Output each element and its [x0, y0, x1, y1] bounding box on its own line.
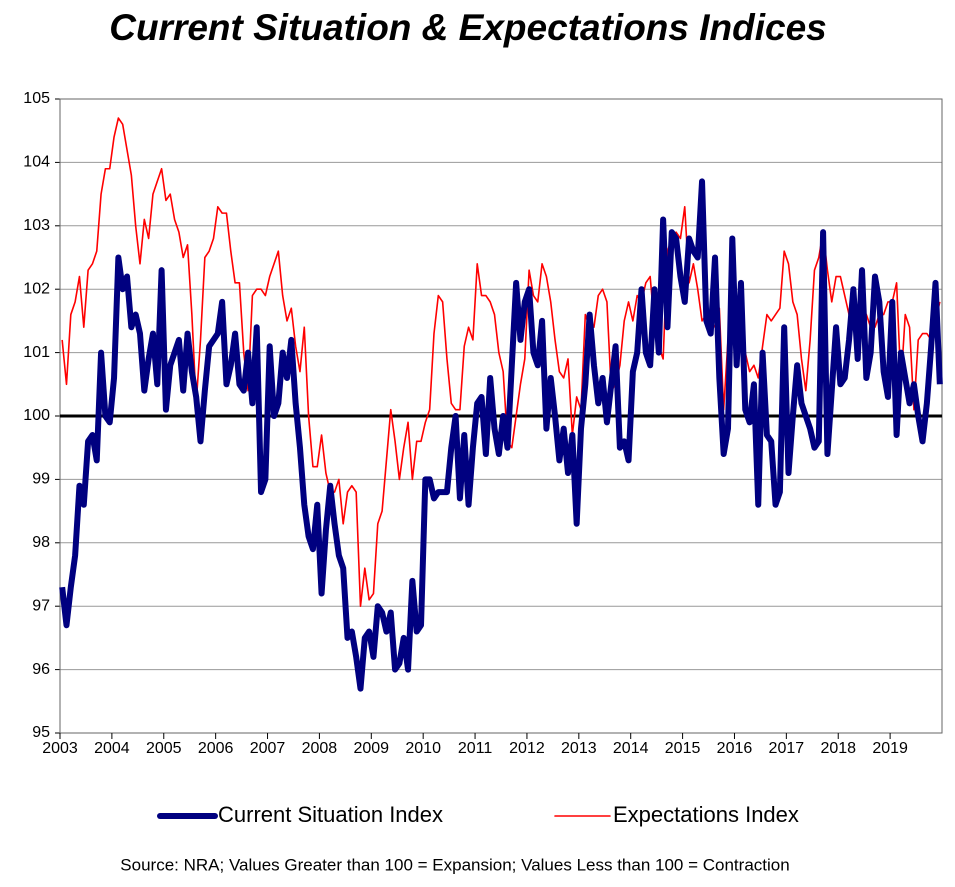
x-tick-label: 2007: [250, 740, 286, 757]
y-tick-label: 98: [32, 534, 50, 551]
legend-label: Current Situation Index: [218, 802, 443, 827]
x-tick-label: 2011: [458, 740, 493, 757]
y-tick-label: 101: [23, 344, 50, 361]
x-tick-label: 2014: [613, 740, 649, 757]
series-line: [59, 178, 943, 692]
x-tick-label: 2010: [405, 740, 441, 757]
legend-label: Expectations Index: [613, 802, 799, 827]
chart-title: Current Situation & Expectations Indices: [109, 7, 827, 48]
x-tick-label: 2003: [42, 740, 78, 757]
y-tick-label: 105: [23, 90, 50, 107]
y-tick-label: 103: [23, 217, 50, 234]
y-tick-label: 96: [32, 661, 50, 678]
x-tick-label: 2008: [302, 740, 338, 757]
x-tick-label: 2006: [198, 740, 234, 757]
series-line: [61, 117, 941, 607]
source-note: Source: NRA; Values Greater than 100 = E…: [120, 855, 789, 874]
x-tick-label: 2009: [353, 740, 389, 757]
x-tick-label: 2016: [717, 740, 753, 757]
x-tick-label: 2012: [509, 740, 545, 757]
y-tick-label: 104: [23, 154, 50, 171]
x-tick-label: 2018: [820, 740, 856, 757]
x-tick-label: 2015: [665, 740, 701, 757]
x-tick-label: 2005: [146, 740, 182, 757]
x-tick-label: 2013: [561, 740, 597, 757]
y-tick-label: 99: [32, 471, 50, 488]
x-tick-label: 2019: [872, 740, 908, 757]
x-tick-label: 2004: [94, 740, 130, 757]
y-tick-label: 102: [23, 280, 50, 297]
y-tick-label: 97: [32, 597, 50, 614]
x-tick-label: 2017: [769, 740, 805, 757]
y-tick-label: 100: [23, 407, 50, 424]
y-tick-label: 95: [32, 724, 50, 741]
